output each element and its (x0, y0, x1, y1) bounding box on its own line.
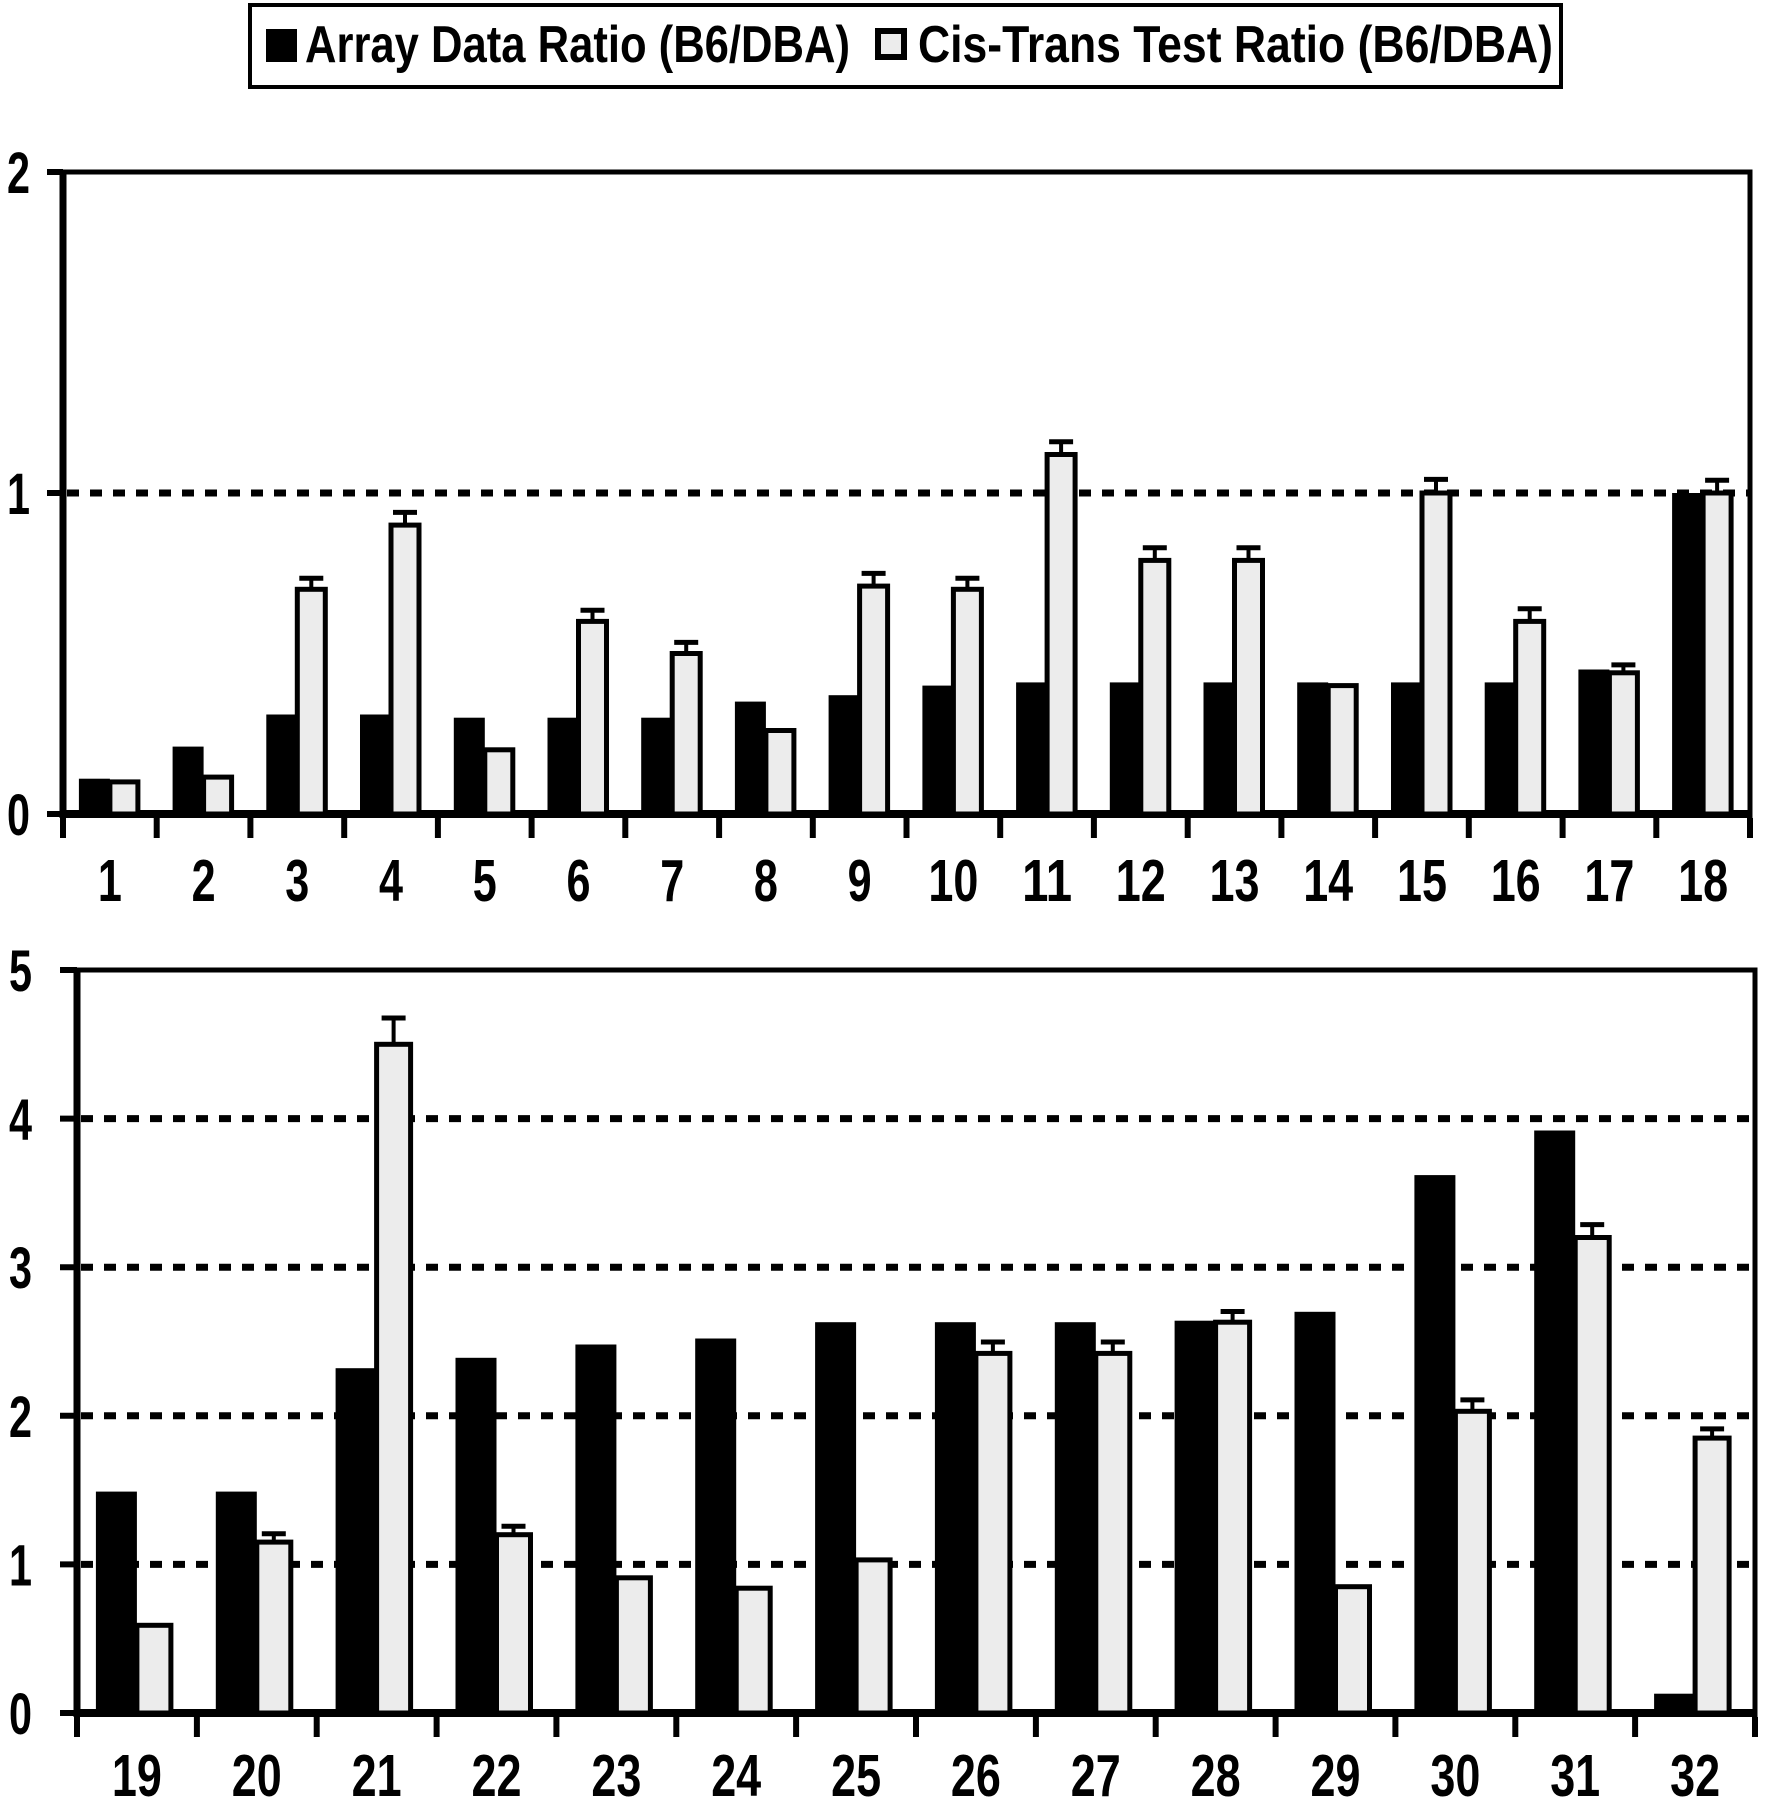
svg-text:0: 0 (9, 1682, 32, 1747)
svg-text:25: 25 (831, 1743, 881, 1800)
svg-text:3: 3 (285, 848, 309, 914)
svg-text:1: 1 (9, 1533, 32, 1598)
svg-text:9: 9 (848, 848, 872, 914)
svg-text:26: 26 (951, 1743, 1001, 1800)
svg-text:19: 19 (112, 1743, 162, 1800)
svg-text:28: 28 (1191, 1743, 1241, 1800)
svg-text:14: 14 (1303, 848, 1353, 914)
svg-text:8: 8 (754, 848, 778, 914)
svg-text:12: 12 (1116, 848, 1166, 914)
svg-text:16: 16 (1491, 848, 1541, 914)
svg-text:10: 10 (928, 848, 978, 914)
svg-text:2: 2 (192, 848, 216, 914)
svg-text:29: 29 (1311, 1743, 1361, 1800)
svg-text:11: 11 (1022, 848, 1072, 914)
svg-text:15: 15 (1397, 848, 1447, 914)
svg-text:4: 4 (379, 848, 403, 914)
svg-text:1: 1 (98, 848, 122, 914)
svg-text:30: 30 (1430, 1743, 1480, 1800)
svg-text:13: 13 (1210, 848, 1260, 914)
svg-text:32: 32 (1670, 1743, 1720, 1800)
svg-text:23: 23 (591, 1743, 641, 1800)
svg-text:24: 24 (711, 1743, 761, 1800)
svg-text:7: 7 (660, 848, 684, 914)
svg-text:18: 18 (1678, 848, 1728, 914)
svg-text:5: 5 (473, 848, 497, 914)
svg-text:17: 17 (1584, 848, 1634, 914)
svg-text:3: 3 (9, 1236, 32, 1301)
svg-text:2: 2 (9, 1385, 32, 1450)
svg-text:31: 31 (1550, 1743, 1600, 1800)
svg-text:4: 4 (9, 1088, 32, 1153)
svg-text:21: 21 (352, 1743, 402, 1800)
svg-text:27: 27 (1071, 1743, 1121, 1800)
svg-text:6: 6 (567, 848, 591, 914)
svg-text:22: 22 (472, 1743, 522, 1800)
svg-text:Array Data Ratio (B6/DBA): Array Data Ratio (B6/DBA) (305, 16, 850, 74)
svg-text:0: 0 (7, 783, 30, 848)
svg-text:Cis-Trans Test Ratio (B6/DBA): Cis-Trans Test Ratio (B6/DBA) (918, 16, 1553, 74)
svg-text:2: 2 (7, 141, 30, 206)
svg-text:20: 20 (232, 1743, 282, 1800)
svg-text:1: 1 (7, 462, 30, 527)
svg-text:5: 5 (9, 939, 32, 1004)
